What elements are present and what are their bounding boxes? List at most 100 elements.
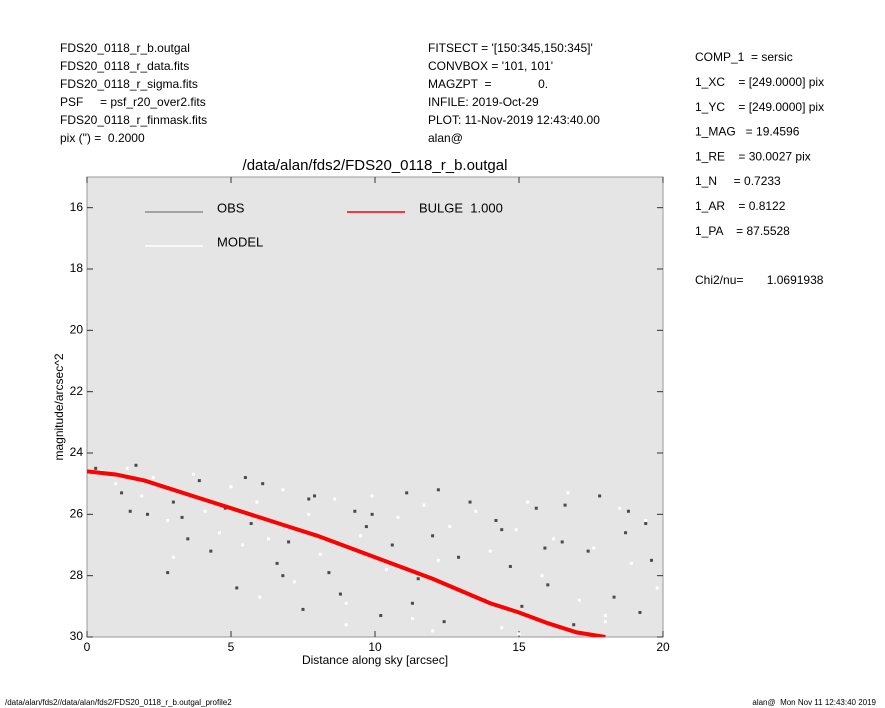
data-point	[140, 494, 144, 498]
data-point	[180, 515, 184, 519]
data-point	[125, 466, 129, 470]
data-point	[307, 497, 311, 501]
data-point	[649, 558, 653, 562]
footer-path: /data/alan/fds2//data/alan/fds2/FDS20_01…	[5, 698, 232, 707]
data-point	[171, 555, 175, 559]
data-point	[546, 583, 550, 587]
data-point	[287, 540, 291, 544]
legend-label: MODEL	[217, 234, 263, 249]
fit-parameter: 1_MAG = 19.4596	[695, 125, 800, 139]
data-point	[333, 497, 337, 501]
data-point	[520, 604, 524, 608]
info-text: MAGZPT = 0.	[428, 77, 548, 91]
data-point	[364, 525, 368, 529]
data-point	[436, 488, 440, 492]
info-text: PLOT: 11-Nov-2019 12:43:40.00	[428, 113, 600, 127]
data-point	[370, 512, 374, 516]
data-point	[235, 586, 239, 590]
data-point	[197, 479, 201, 483]
info-text: FDS20_0118_r_sigma.fits	[60, 77, 198, 91]
data-point	[307, 512, 311, 516]
y-tick-label: 20	[70, 323, 84, 337]
data-point	[385, 568, 389, 572]
x-tick-label: 20	[656, 640, 670, 654]
data-point	[494, 518, 498, 522]
data-point	[171, 500, 175, 504]
fit-parameter: COMP_1 = sersic	[695, 50, 793, 64]
data-point	[281, 488, 285, 492]
data-point	[344, 623, 348, 627]
data-point	[500, 528, 504, 532]
data-point	[318, 552, 322, 556]
model-line	[87, 469, 606, 637]
data-point	[370, 494, 374, 498]
data-point	[474, 509, 478, 513]
data-point	[431, 629, 435, 633]
data-point	[416, 577, 420, 581]
fit-parameter: Chi2/nu= 1.0691938	[695, 273, 824, 287]
data-point	[457, 555, 461, 559]
info-text: pix (") = 0.2000	[60, 131, 145, 145]
data-point	[572, 623, 576, 627]
data-point	[624, 531, 628, 535]
y-tick-label: 24	[70, 445, 84, 459]
data-point	[379, 614, 383, 618]
data-point	[514, 528, 518, 532]
info-text: alan@	[428, 131, 463, 145]
fit-parameter: 1_RE = 30.0027 pix	[695, 149, 811, 163]
data-point	[431, 534, 435, 538]
data-point	[301, 607, 305, 611]
data-point	[436, 558, 440, 562]
x-tick-label: 0	[84, 640, 91, 654]
data-point	[166, 518, 170, 522]
data-point	[192, 472, 196, 476]
info-text: CONVBOX = '101, 101'	[428, 59, 553, 73]
data-point	[114, 482, 118, 486]
data-point	[359, 534, 363, 538]
data-point	[563, 503, 567, 507]
footer-date: alan@ Mon Nov 11 12:43:40 2019	[752, 698, 876, 707]
data-point	[209, 549, 213, 553]
data-point	[249, 522, 253, 526]
y-tick-label: 16	[70, 200, 84, 214]
info-text: FITSECT = '[150:345,150:345]'	[428, 41, 593, 55]
data-point	[217, 531, 221, 535]
data-point	[145, 512, 149, 516]
data-point	[540, 574, 544, 578]
data-point	[266, 537, 270, 541]
data-point	[577, 598, 581, 602]
data-point	[644, 522, 648, 526]
data-point	[166, 571, 170, 575]
data-point	[353, 509, 357, 513]
y-tick-label: 28	[70, 568, 84, 582]
data-point	[128, 509, 132, 513]
data-point	[598, 494, 602, 498]
data-point	[618, 506, 622, 510]
data-point	[281, 574, 285, 578]
data-point	[243, 476, 247, 480]
data-point	[644, 518, 648, 522]
data-point	[396, 515, 400, 519]
data-point	[261, 482, 265, 486]
data-point	[448, 525, 452, 529]
data-point	[422, 503, 426, 507]
fit-parameter: 1_N = 0.7233	[695, 174, 781, 188]
data-point	[586, 549, 590, 553]
fit-parameter: 1_XC = [249.0000] pix	[695, 75, 824, 89]
data-point	[229, 485, 233, 489]
data-point	[468, 500, 472, 504]
info-text: FDS20_0118_r_finmask.fits	[60, 113, 207, 127]
data-point	[488, 549, 492, 553]
data-point	[566, 491, 570, 495]
x-axis-label: Distance along sky [arcsec]	[302, 653, 448, 667]
data-point	[612, 595, 616, 599]
data-point	[526, 500, 530, 504]
fit-parameter: 1_AR = 0.8122	[695, 199, 786, 213]
data-point	[603, 620, 607, 624]
data-point	[500, 626, 504, 630]
data-point	[120, 491, 124, 495]
data-point	[203, 509, 207, 513]
data-point	[258, 595, 262, 599]
data-point	[344, 601, 348, 605]
data-point	[338, 592, 342, 596]
